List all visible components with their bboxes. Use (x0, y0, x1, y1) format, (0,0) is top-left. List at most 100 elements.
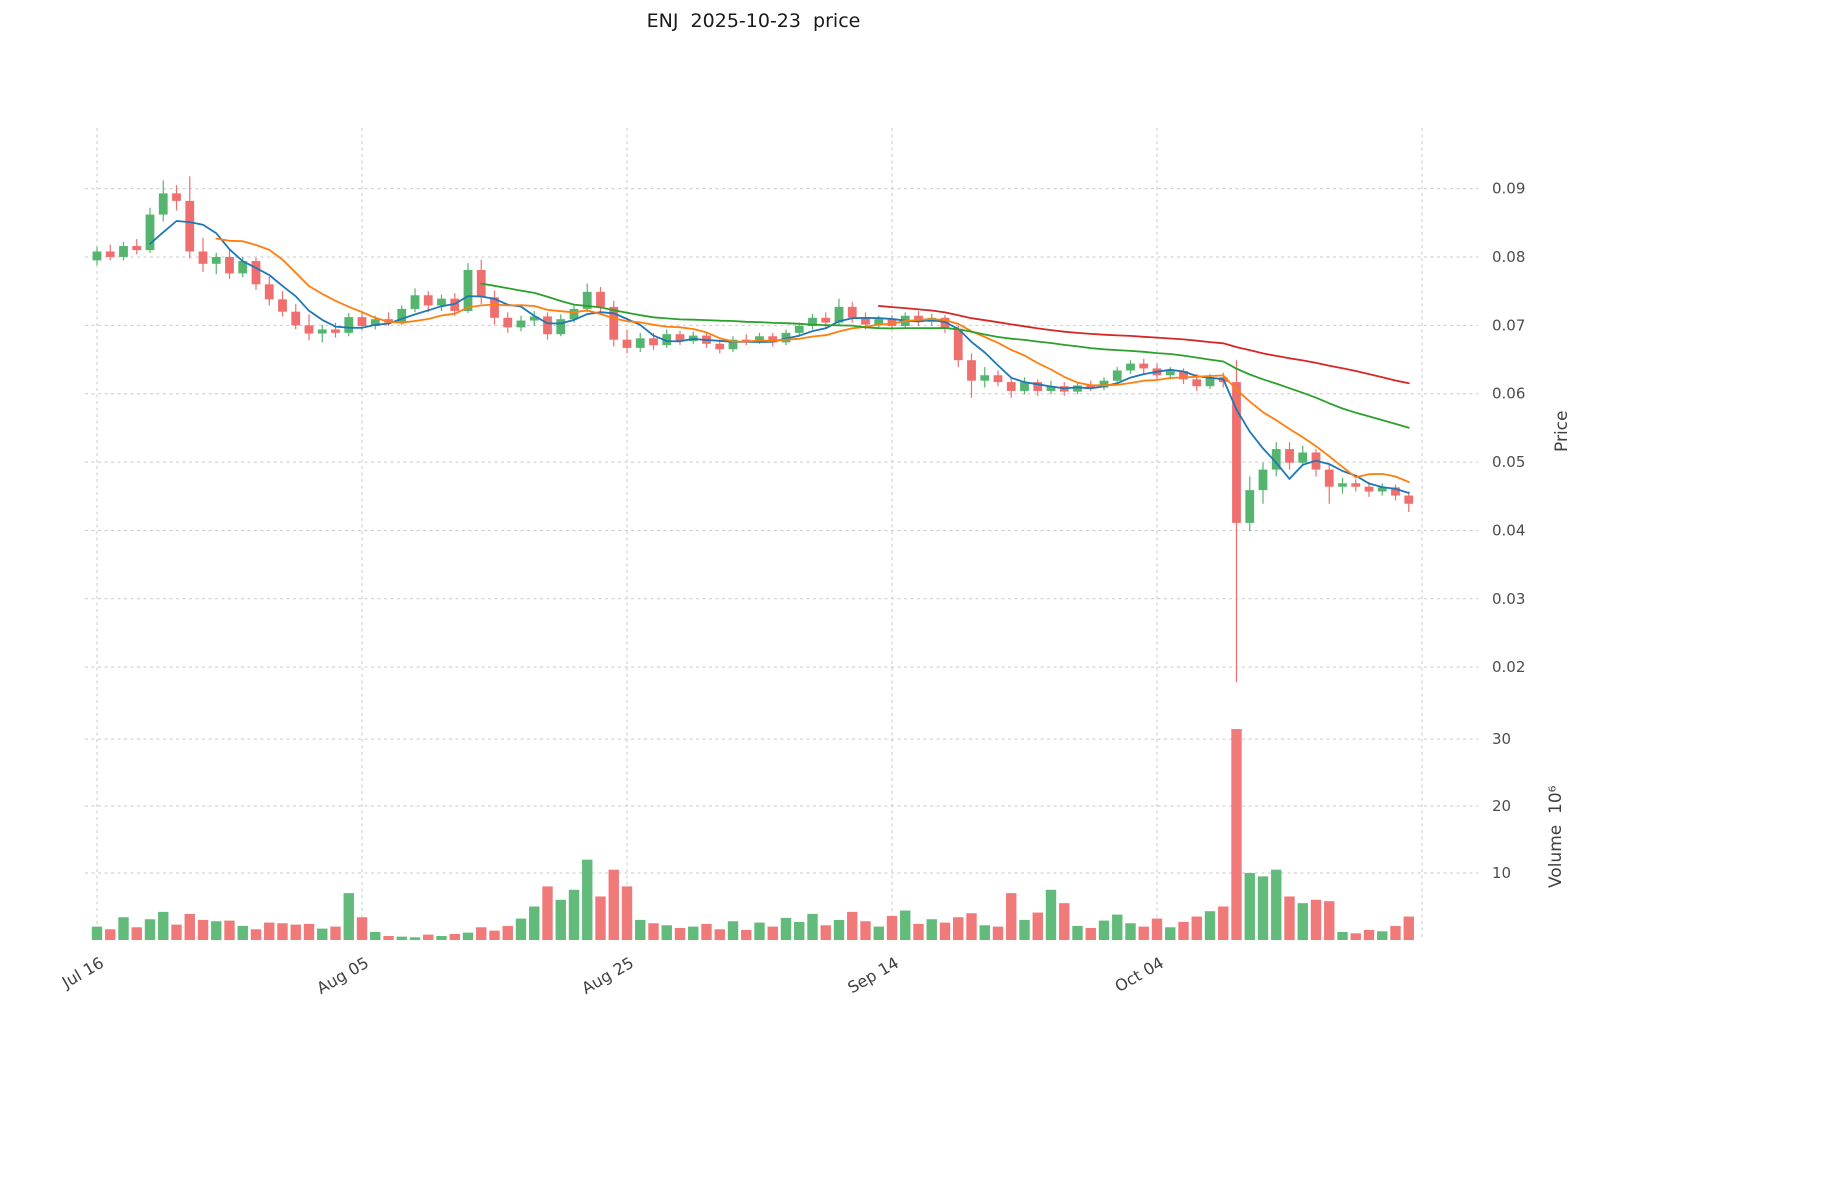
candle-body (1046, 386, 1056, 391)
volume-bar (1072, 925, 1083, 940)
volume-bar (529, 906, 540, 940)
volume-bar (794, 921, 805, 940)
volume-bar (608, 869, 619, 940)
volume-bar (250, 929, 262, 940)
volume-bar (873, 926, 884, 940)
volume-bar (648, 923, 659, 940)
volume-bar (317, 928, 328, 940)
x-tick-label: Jul 16 (58, 953, 107, 992)
candle-body (1139, 363, 1149, 369)
volume-bar (1165, 927, 1176, 940)
x-tick-label: Sep 14 (844, 953, 902, 997)
volume-bar (1244, 873, 1255, 940)
volume-tick-label: 30 (1492, 730, 1511, 748)
candle-body (940, 317, 950, 329)
volume-bar (131, 927, 142, 940)
candle-body (1391, 487, 1400, 496)
volume-bar (966, 913, 977, 940)
candle-body (1179, 371, 1188, 380)
volume-bar (1403, 916, 1414, 940)
volume-bar (847, 911, 858, 940)
volume-bar (1006, 893, 1017, 940)
candle-body (1338, 483, 1347, 487)
volume-bar (1231, 729, 1242, 940)
candle-body (1298, 452, 1308, 463)
volume-bar (343, 893, 354, 940)
candle-body (543, 316, 552, 335)
volume-bar (1218, 906, 1229, 940)
volume-bar (714, 929, 725, 940)
price-tick-label: 0.04 (1492, 521, 1525, 539)
candle-body (556, 319, 566, 335)
candle-body (1404, 495, 1414, 504)
candle-body (1364, 486, 1374, 492)
candle-body (185, 200, 195, 252)
volume-bar (674, 927, 686, 940)
candle-body (1205, 377, 1215, 387)
candle-body (662, 334, 672, 346)
volume-bar (860, 921, 871, 940)
candle-body (264, 284, 274, 300)
volume-bar (767, 926, 778, 940)
volume-bar (211, 921, 222, 940)
candle-body (211, 256, 221, 264)
volume-bar (926, 919, 937, 940)
ma-line-5 (149, 220, 1410, 494)
candle-body (397, 308, 407, 323)
price-tick-label: 0.05 (1492, 453, 1525, 471)
ma-line-10 (215, 237, 1410, 483)
price-tick-label: 0.09 (1492, 180, 1525, 198)
volume-bar (330, 926, 341, 940)
price-tick-label: 0.03 (1492, 590, 1525, 608)
candle-body (92, 251, 102, 261)
volume-bar (1284, 896, 1295, 940)
candle-body (582, 291, 592, 309)
candle-body (808, 317, 817, 327)
candle-body (317, 329, 327, 334)
volume-bar (1377, 931, 1388, 940)
volume-bar (741, 929, 752, 940)
candle-body (649, 338, 658, 346)
volume-bar (144, 919, 156, 940)
volume-bar (992, 926, 1004, 940)
volume-bar (1098, 920, 1110, 940)
candle-body (1351, 483, 1361, 487)
volume-bar (1138, 926, 1149, 940)
volume-tick-label: 20 (1492, 797, 1511, 815)
volume-bar (449, 933, 460, 940)
candle-body (463, 269, 473, 311)
volume-bar (1350, 933, 1361, 940)
candle-body (158, 193, 168, 215)
candle-body (1192, 379, 1202, 387)
candle-body (847, 306, 857, 318)
candle-body (1377, 487, 1387, 492)
volume-tick-label: 10 (1492, 864, 1511, 882)
volume-bar (1363, 929, 1375, 940)
candle-body (423, 295, 433, 306)
volume-bar (635, 919, 646, 940)
candle-body (1073, 385, 1082, 392)
volume-bar (1204, 911, 1216, 940)
candle-body (370, 319, 380, 327)
candle-body (834, 306, 844, 323)
volume-bar (118, 917, 129, 940)
volume-bar (1191, 916, 1202, 940)
candle-body (741, 339, 751, 342)
candle-body (344, 317, 354, 333)
candle-body (596, 291, 605, 307)
volume-bar (303, 923, 315, 940)
candle-body (874, 319, 884, 325)
volume-bar (1337, 931, 1348, 940)
candle-body (1033, 382, 1043, 391)
volume-bar (939, 922, 951, 940)
volume-bar (264, 922, 275, 940)
volume-bar (1032, 912, 1043, 940)
volume-bar (105, 929, 116, 940)
price-tick-label: 0.02 (1492, 658, 1525, 676)
volume-bar (277, 923, 288, 940)
candle-body (198, 251, 208, 264)
volume-bar (515, 918, 527, 940)
volume-bar (224, 920, 235, 940)
candle-body (278, 299, 287, 312)
